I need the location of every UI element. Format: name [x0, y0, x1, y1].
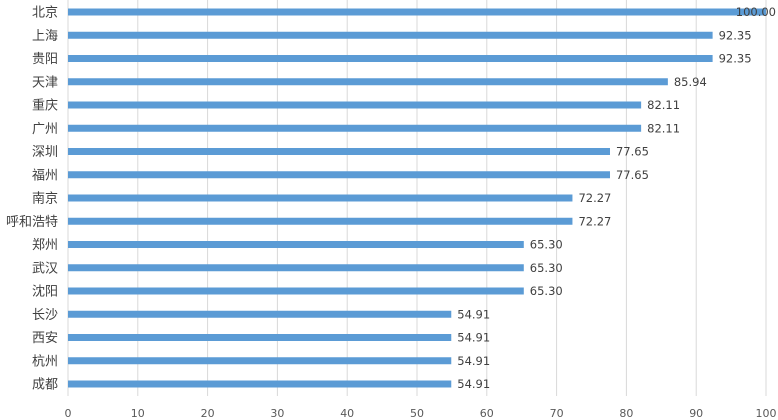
bar [68, 217, 573, 225]
category-label: 成都 [32, 378, 58, 393]
category-label: 沈阳 [32, 285, 58, 300]
category-label: 重庆 [32, 98, 58, 114]
data-label: 82.11 [647, 121, 680, 135]
data-label: 92.35 [719, 28, 752, 42]
x-tick-label: 0 [65, 407, 72, 420]
bar [68, 334, 452, 341]
category-label: 广州 [32, 122, 58, 137]
data-label: 54.91 [457, 354, 490, 368]
data-label: 92.35 [719, 52, 752, 66]
x-tick-label: 90 [689, 407, 703, 420]
x-tick-label: 60 [480, 407, 494, 420]
bars [68, 8, 766, 388]
bar [68, 380, 452, 388]
x-tick-label: 40 [340, 407, 354, 420]
category-label: 杭州 [32, 354, 58, 369]
bar [68, 194, 573, 202]
x-tick-label: 20 [201, 407, 215, 420]
category-label: 深圳 [32, 145, 58, 160]
bar [68, 310, 452, 318]
bar [68, 171, 610, 179]
category-label: 西安 [32, 331, 58, 346]
data-label: 100.00 [736, 5, 776, 19]
data-label: 82.11 [647, 98, 680, 112]
bar [68, 55, 713, 62]
category-label: 呼和浩特 [6, 215, 58, 230]
x-tick-label: 30 [270, 407, 284, 420]
data-label: 65.30 [530, 238, 563, 252]
bar [68, 287, 524, 295]
data-label: 77.65 [616, 145, 649, 159]
x-tick-label: 10 [131, 407, 145, 420]
category-label: 天津 [32, 75, 58, 90]
bar [68, 357, 452, 365]
x-tick-label: 100 [756, 407, 777, 420]
bar [68, 148, 610, 155]
data-label: 77.65 [616, 168, 649, 182]
bar [68, 241, 524, 248]
category-label: 贵阳 [32, 52, 58, 67]
data-label: 54.91 [457, 307, 490, 321]
data-label: 54.91 [457, 331, 490, 345]
category-label: 武汉 [32, 261, 58, 276]
category-label: 北京 [32, 6, 58, 21]
bar [68, 8, 766, 16]
bar [68, 101, 642, 109]
x-tick-label: 50 [410, 407, 424, 420]
category-label: 南京 [32, 191, 58, 207]
bar [68, 124, 642, 132]
data-label: 72.27 [578, 191, 611, 205]
data-label: 85.94 [674, 75, 707, 89]
category-label: 上海 [32, 29, 58, 44]
data-label: 65.30 [530, 261, 563, 275]
bar [68, 264, 524, 272]
x-axis-ticks: 0 10 20 30 40 50 60 70 80 90 100 [65, 407, 777, 420]
x-tick-label: 80 [619, 407, 633, 420]
category-label: 郑州 [32, 238, 58, 253]
bar [68, 31, 713, 39]
x-tick-label: 70 [550, 407, 564, 420]
data-label: 65.30 [530, 284, 563, 298]
bar [68, 78, 668, 86]
category-label: 长沙 [32, 308, 58, 323]
value-labels: 100.00 92.35 92.35 85.94 82.11 82.11 77.65 77.6… [457, 5, 776, 391]
category-label: 福州 [32, 168, 58, 183]
data-label: 54.91 [457, 377, 490, 391]
data-label: 72.27 [578, 214, 611, 228]
